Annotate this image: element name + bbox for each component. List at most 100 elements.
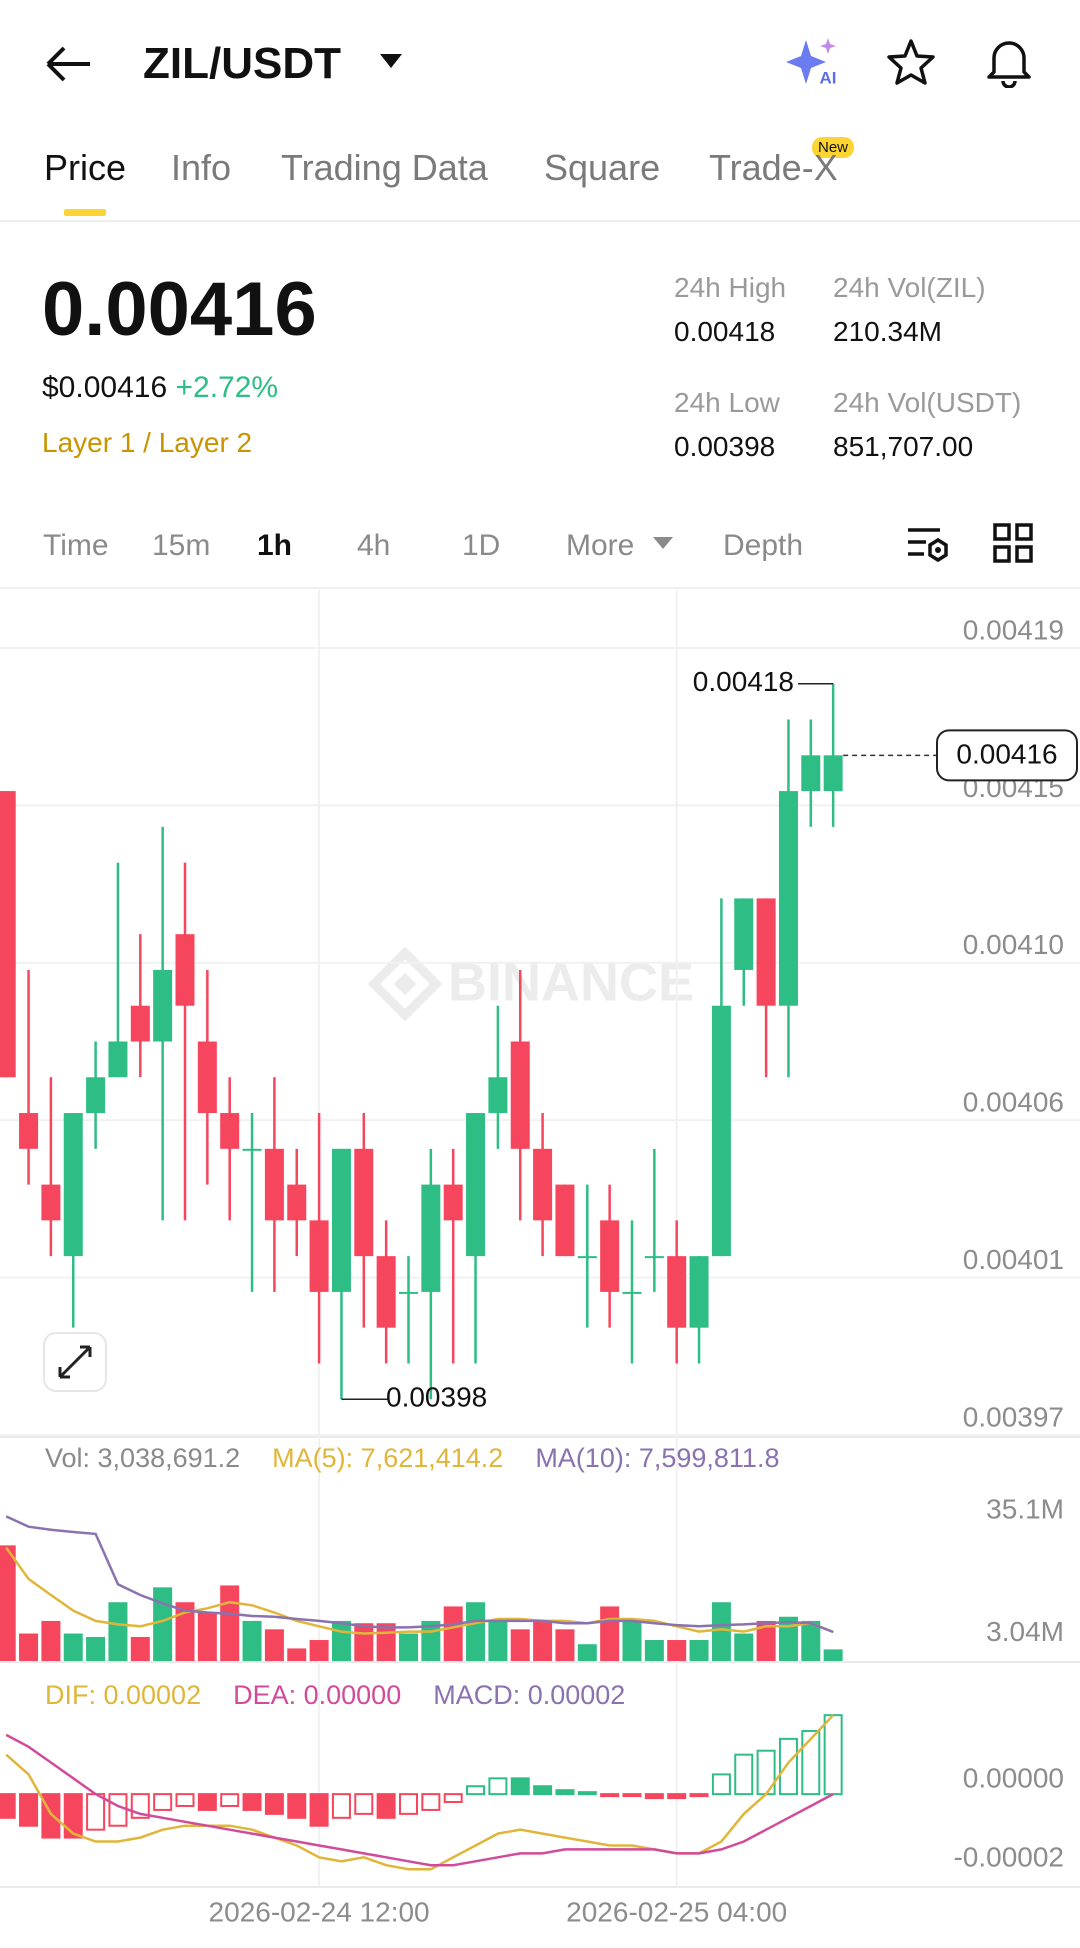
macd-bar bbox=[823, 1714, 843, 1796]
more-dropdown[interactable] bbox=[652, 536, 674, 550]
macd-bar bbox=[63, 1793, 83, 1839]
tab[interactable]: Price bbox=[44, 147, 127, 188]
candle-body bbox=[466, 1113, 486, 1257]
last-price-box bbox=[936, 729, 1078, 782]
macd-bar bbox=[778, 1737, 798, 1796]
macd-bar bbox=[466, 1785, 486, 1796]
volume-bar bbox=[399, 1633, 418, 1661]
pair-dropdown[interactable] bbox=[378, 52, 404, 70]
candle-body bbox=[86, 1077, 106, 1114]
volume-bar bbox=[778, 1616, 798, 1661]
expand-icon bbox=[58, 1345, 92, 1379]
chart-settings[interactable] bbox=[904, 522, 952, 568]
macd-bar bbox=[41, 1793, 61, 1839]
interval-option[interactable]: Depth bbox=[723, 529, 804, 562]
volume-bar bbox=[197, 1612, 217, 1661]
tab[interactable]: Trade-X bbox=[709, 147, 838, 188]
candle-body bbox=[689, 1256, 709, 1328]
macd-bar bbox=[86, 1793, 106, 1831]
x-tick-label: 2026-02-24 12:00 bbox=[209, 1896, 430, 1927]
max-price-label: 0.00418 bbox=[693, 666, 794, 697]
tab[interactable]: Info bbox=[171, 147, 232, 188]
layout-button[interactable] bbox=[992, 522, 1036, 566]
macd-bar bbox=[175, 1793, 195, 1807]
price-change: +2.72% bbox=[175, 371, 279, 404]
axis-label: 0.00419 bbox=[963, 614, 1064, 645]
candle-body bbox=[711, 1005, 731, 1257]
ai-button[interactable]: AI bbox=[784, 34, 844, 90]
macd-bar bbox=[376, 1793, 396, 1819]
volume-bar bbox=[443, 1606, 463, 1661]
macd-bar bbox=[533, 1785, 553, 1796]
macd-bar bbox=[220, 1793, 240, 1807]
interval-option[interactable]: 1D bbox=[462, 529, 501, 562]
macd-bar bbox=[197, 1793, 217, 1811]
macd-bar bbox=[287, 1793, 307, 1819]
macd-bar bbox=[510, 1777, 530, 1796]
indicator-line bbox=[5, 1546, 834, 1635]
legend-item: DIF: 0.00002 bbox=[45, 1680, 201, 1710]
candle-body bbox=[399, 1291, 418, 1294]
candle-body bbox=[287, 1184, 307, 1221]
volume-bar bbox=[801, 1620, 821, 1661]
volume-bar bbox=[823, 1649, 843, 1661]
volume-bar bbox=[711, 1602, 731, 1661]
candle-body bbox=[488, 1077, 508, 1114]
candle-body bbox=[0, 791, 16, 1078]
candle-body bbox=[153, 969, 173, 1042]
x-tick-label: 2026-02-25 04:00 bbox=[566, 1896, 787, 1927]
volume-bar bbox=[466, 1602, 486, 1661]
favorite-button[interactable] bbox=[886, 38, 936, 86]
volume-bar bbox=[510, 1629, 530, 1661]
candle-body bbox=[108, 1041, 128, 1078]
legend-item: DEA: 0.00000 bbox=[233, 1680, 401, 1710]
volume-bar bbox=[220, 1585, 240, 1661]
macd-bar bbox=[264, 1793, 284, 1815]
interval-option[interactable]: 4h bbox=[357, 529, 391, 562]
axis-label: -0.00002 bbox=[953, 1841, 1064, 1872]
macd-bar bbox=[153, 1793, 173, 1811]
candle-body bbox=[63, 1113, 83, 1257]
macd-bar bbox=[577, 1791, 597, 1796]
axis-label: 35.1M bbox=[986, 1493, 1064, 1524]
volume-bar bbox=[19, 1633, 39, 1661]
volume-bar bbox=[153, 1587, 173, 1661]
pair-title[interactable]: ZIL/USDT bbox=[143, 39, 341, 88]
candle-body bbox=[756, 898, 776, 1006]
candle-body bbox=[600, 1220, 620, 1292]
stat-label: 24h Low bbox=[674, 387, 780, 418]
interval-option[interactable]: More bbox=[566, 529, 635, 562]
tab[interactable]: Trading Data bbox=[281, 147, 488, 188]
candle-body bbox=[376, 1256, 396, 1328]
indicator-line bbox=[5, 1733, 834, 1867]
axis-label: 3.04M bbox=[986, 1616, 1064, 1647]
back-button[interactable] bbox=[44, 44, 94, 84]
macd-bar bbox=[443, 1793, 463, 1804]
volume-bar bbox=[264, 1629, 284, 1661]
macd-bar bbox=[600, 1793, 620, 1798]
alert-button[interactable] bbox=[984, 34, 1034, 88]
macd-bar bbox=[354, 1793, 374, 1815]
macd-bar bbox=[108, 1793, 128, 1827]
macd-bar bbox=[667, 1793, 687, 1800]
candle-body bbox=[555, 1184, 575, 1257]
legend-item: MA(10): 7,599,811.8 bbox=[535, 1443, 779, 1473]
candle-body bbox=[443, 1184, 463, 1221]
tab[interactable]: Square bbox=[544, 147, 661, 188]
candle-body bbox=[130, 1005, 150, 1042]
candle-body bbox=[41, 1184, 61, 1221]
interval-option[interactable]: 15m bbox=[152, 529, 211, 562]
interval-option[interactable]: 1h bbox=[257, 529, 293, 562]
stat-value: 0.00418 bbox=[674, 316, 776, 347]
new-badge: New bbox=[812, 137, 855, 158]
indicator-line bbox=[5, 1714, 835, 1871]
volume-bar bbox=[108, 1602, 128, 1661]
macd-bar bbox=[734, 1753, 754, 1796]
macd-bar bbox=[644, 1793, 664, 1800]
interval-option[interactable]: Time bbox=[43, 529, 109, 562]
candle-body bbox=[421, 1184, 441, 1292]
macd-bar bbox=[399, 1793, 418, 1815]
macd-bar bbox=[309, 1793, 329, 1827]
sector-tags[interactable]: Layer 1 / Layer 2 bbox=[42, 427, 253, 458]
candle-body bbox=[331, 1148, 351, 1292]
